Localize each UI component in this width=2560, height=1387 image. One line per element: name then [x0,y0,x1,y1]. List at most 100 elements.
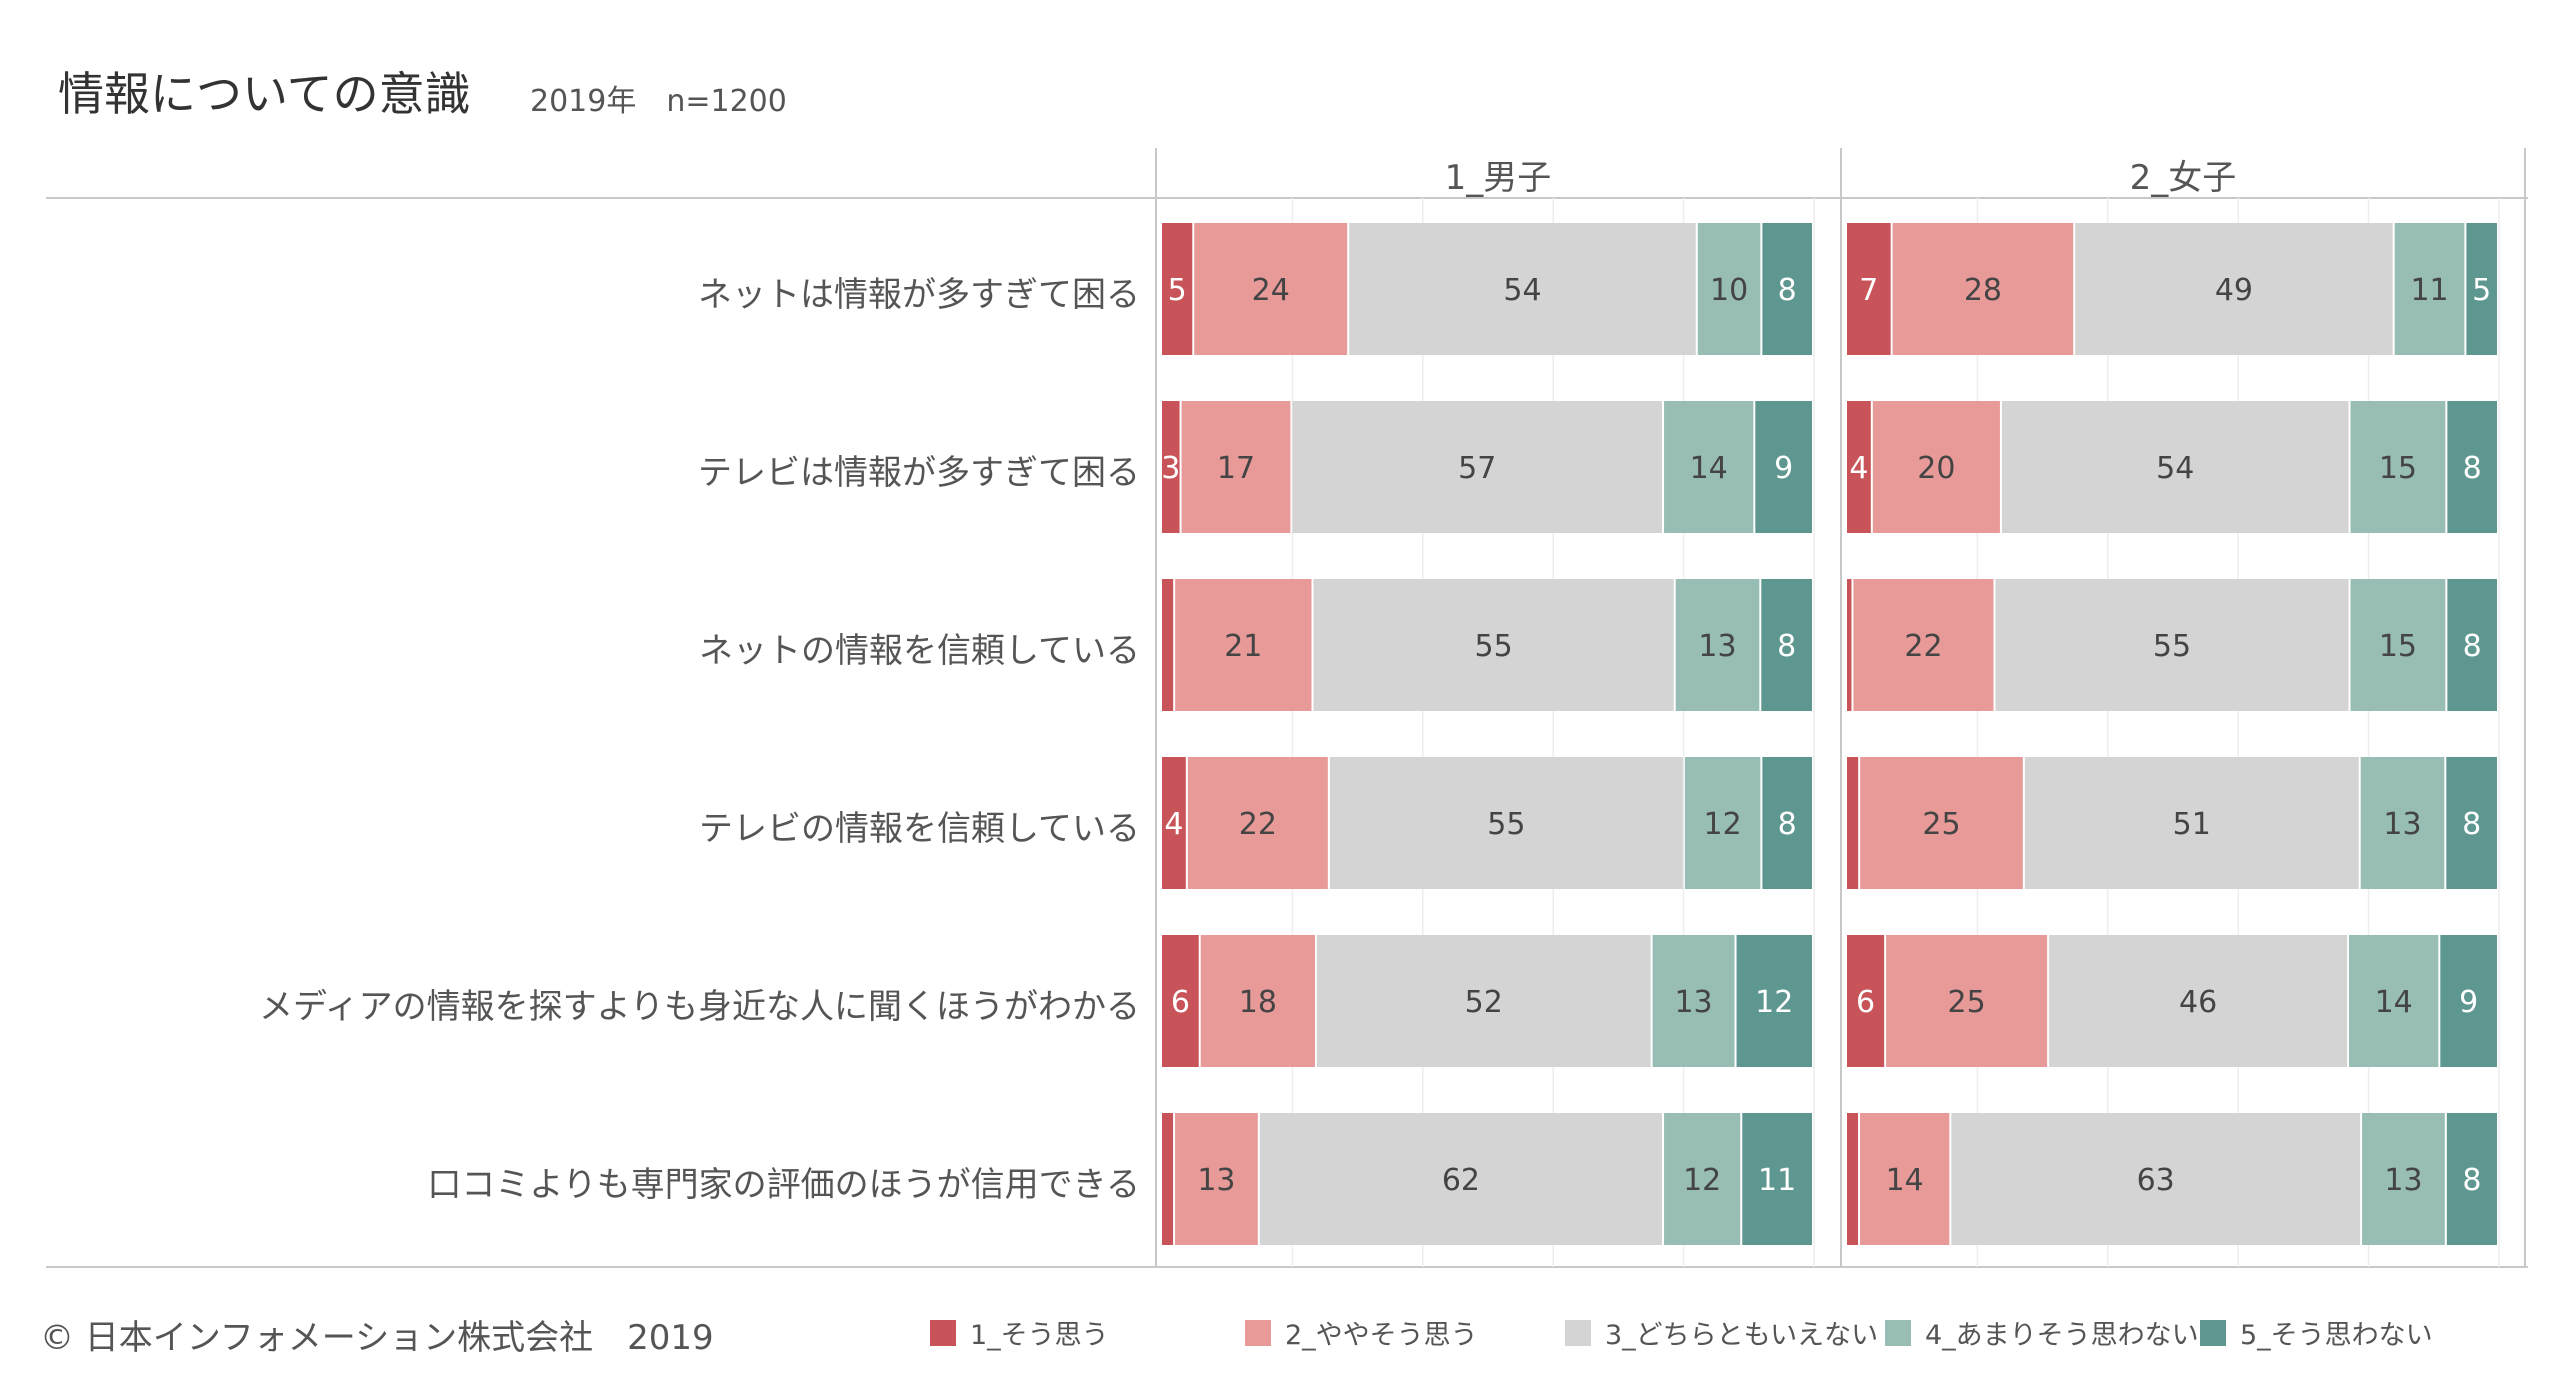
data-label: 8 [1777,629,1796,664]
data-label: 55 [1487,807,1525,842]
bar-segment [1329,757,1683,889]
bar-segment [1349,223,1696,355]
chart-title: 情報についての意識 [58,67,471,121]
bar-segment [1200,935,1315,1067]
grid-layer [46,148,2528,1268]
bar-segment [1162,935,1199,1067]
bar-segment [1675,579,1760,711]
bar-segment [1652,935,1735,1067]
bar-segment [1872,401,2000,533]
data-label: 14 [1886,1163,1924,1198]
legend-swatch [2200,1319,2226,1346]
bar-segment [1684,757,1761,889]
data-label: 3 [1161,451,1180,486]
row-label: テレビの情報を信頼している [699,809,1140,849]
bar-segment [1313,579,1674,711]
bar-segment [1847,223,1891,355]
bar-segment [1194,223,1348,355]
data-label: 5 [2472,273,2491,308]
data-label: 17 [1217,451,1255,486]
bar-segment [2447,401,2497,533]
data-label: 8 [2462,807,2481,842]
data-label: 25 [1948,985,1986,1020]
bar-segment [1847,757,1859,889]
bar-segment [1162,1113,1174,1245]
data-label: 18 [1239,985,1277,1020]
bar-segment [1736,935,1812,1067]
bar-segment [1847,579,1852,711]
legend-label: 4_あまりそう思わない [1925,1320,2199,1351]
bar-segment [1995,579,2349,711]
bar-segment [2075,223,2393,355]
copyright-footer: © 日本インフォメーション株式会社 2019 [40,1318,714,1358]
data-label: 14 [2375,985,2413,1020]
bar-segment [1175,1113,1258,1245]
bar-segment [1860,757,2023,889]
legend-item: 1_そう思う [930,1313,1109,1352]
data-label: 52 [1465,985,1503,1020]
data-label: 20 [1917,451,1955,486]
legend-label: 2_ややそう思う [1285,1320,1478,1351]
bar-segment [1697,223,1761,355]
legend-item: 3_どちらともいえない [1565,1313,1878,1352]
row-label: 口コミよりも専門家の評価のほうが信用できる [427,1165,1140,1205]
bar-segment [1762,757,1812,889]
bar-segment [1742,1113,1812,1245]
bar-segment [2350,401,2446,533]
legend-swatch [1885,1319,1911,1346]
data-label: 25 [1922,807,1960,842]
data-label: 12 [1704,807,1742,842]
data-label: 7 [1859,273,1878,308]
bar-segment [1755,401,1812,533]
data-label: 12 [1683,1163,1721,1198]
data-label: 49 [2215,273,2253,308]
bar-segment [2447,579,2497,711]
legend-label: 5_そう思わない [2240,1320,2433,1351]
bar-segment [1292,401,1663,533]
bar-segment [1762,223,1812,355]
data-label: 8 [2462,1163,2481,1198]
data-label: 8 [2463,629,2482,664]
bar-segment [2394,223,2465,355]
data-label: 54 [1503,273,1541,308]
data-label: 11 [1758,1163,1796,1198]
bar-segment [2001,401,2349,533]
data-label: 4 [1849,451,1868,486]
legend-item: 4_あまりそう思わない [1885,1313,2199,1352]
bar-segment [2350,579,2446,711]
bar-segment [1316,935,1651,1067]
data-label: 8 [2463,451,2482,486]
bar-segment [1162,579,1174,711]
data-label: 11 [2410,273,2448,308]
data-label: 21 [1224,629,1262,664]
bar-segment [1847,935,1885,1067]
bar-segment [2024,757,2359,889]
data-label: 13 [1698,629,1736,664]
data-label: 9 [1774,451,1793,486]
data-label: 8 [1778,273,1797,308]
bar-segment [1892,223,2074,355]
chart-subtitle: 2019年 n=1200 [530,84,787,119]
bar-segment [1181,401,1291,533]
panel-title-1: 1_男子 [1444,158,1552,198]
bar-segment [2349,935,2439,1067]
data-label: 13 [1197,1163,1235,1198]
data-label: 55 [2153,629,2191,664]
bar-segment [2362,1113,2445,1245]
data-label: 24 [1252,273,1290,308]
bar-segment [1761,579,1812,711]
bar-segment [1853,579,1994,711]
data-label: 55 [1474,629,1512,664]
data-label: 13 [2384,1163,2422,1198]
data-label: 57 [1458,451,1496,486]
data-label: 6 [1856,985,1875,1020]
bar-segment [1847,1113,1859,1245]
bar-segment [2446,1113,2497,1245]
bar-segment [2049,935,2348,1067]
legend-item: 2_ややそう思う [1245,1313,1478,1352]
data-label: 13 [2383,807,2421,842]
data-label: 54 [2156,451,2194,486]
bar-segment [1860,1113,1950,1245]
legend-swatch [1245,1319,1271,1346]
